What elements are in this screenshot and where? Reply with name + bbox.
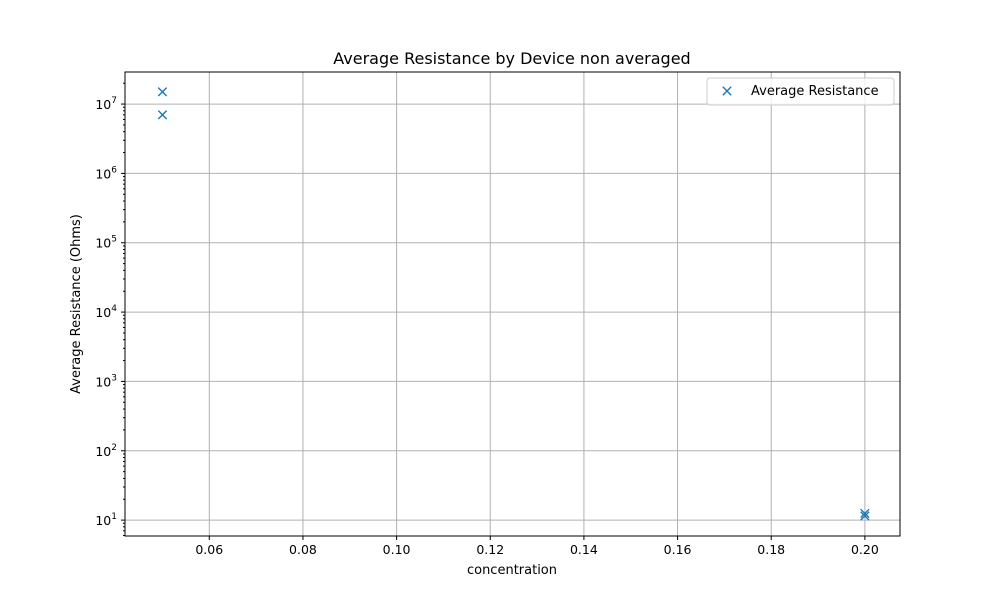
x-tick-label: 0.14 <box>570 542 598 557</box>
plot-area-frame <box>124 71 901 537</box>
legend: Average Resistance <box>706 77 895 106</box>
data-point <box>157 110 168 120</box>
y-tick-label: 102 <box>95 443 117 459</box>
y-tick-label: 104 <box>95 304 117 320</box>
y-tick-label: 103 <box>95 373 117 389</box>
x-axis-label: concentration <box>467 563 557 578</box>
y-axis-label: Average Resistance (Ohms) <box>69 214 84 394</box>
y-tick-label: 101 <box>95 512 117 528</box>
x-tick-label: 0.10 <box>383 542 411 557</box>
legend-marker-icon <box>722 86 732 96</box>
x-tick-label: 0.12 <box>476 542 504 557</box>
y-tick-label: 105 <box>95 235 117 251</box>
x-tick-label: 0.20 <box>851 542 879 557</box>
x-tick-label: 0.16 <box>664 542 692 557</box>
x-tick-label: 0.18 <box>757 542 785 557</box>
y-tick-label: 107 <box>95 96 117 112</box>
y-tick-label: 106 <box>95 165 117 181</box>
x-tick-label: 0.06 <box>195 542 223 557</box>
axis-ticks <box>121 103 866 540</box>
legend-label: Average Resistance <box>751 84 879 99</box>
data-points <box>157 87 870 521</box>
grid-lines <box>125 72 900 536</box>
data-point <box>860 511 870 521</box>
x-tick-label: 0.08 <box>289 542 317 557</box>
data-point <box>157 87 168 97</box>
data-point <box>860 508 870 519</box>
chart-title: Average Resistance by Device non average… <box>333 49 690 68</box>
legend-box <box>706 77 895 106</box>
